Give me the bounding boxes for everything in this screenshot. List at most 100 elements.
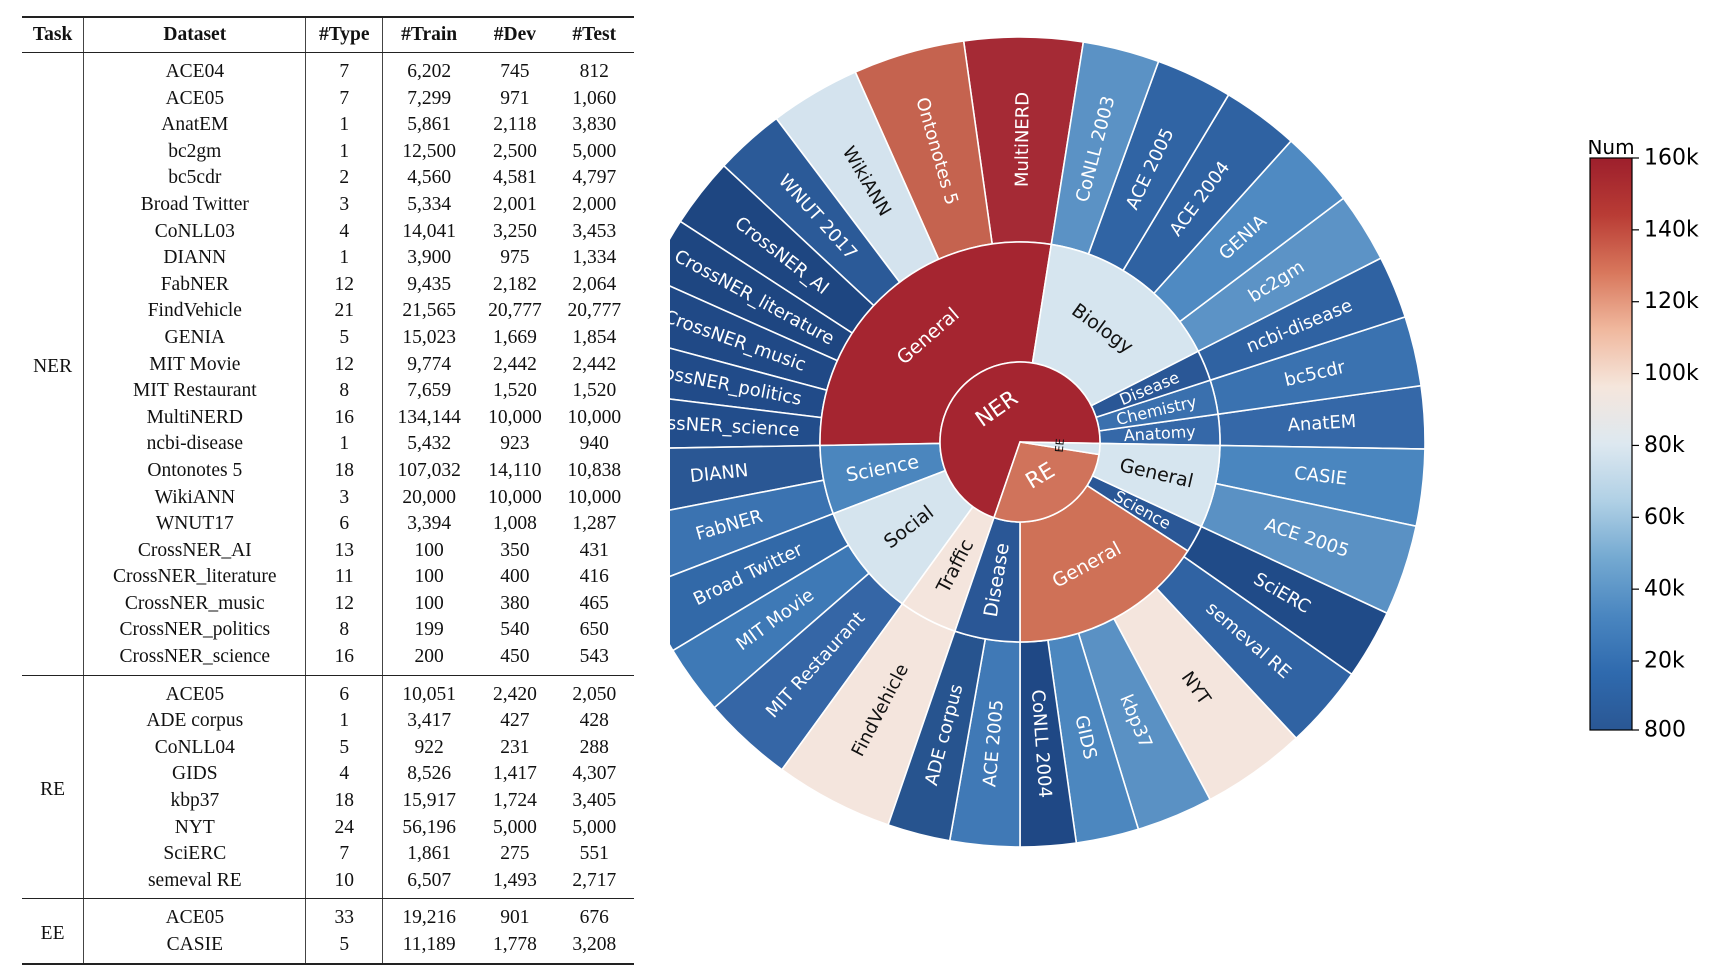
type-cell: 4 bbox=[305, 218, 384, 246]
sunburst-label: MultiNERD bbox=[1012, 92, 1034, 187]
dataset-cell: AnatEM bbox=[83, 112, 307, 139]
sunburst-segment-ner-science[interactable]: Science bbox=[819, 442, 947, 515]
dataset-cell: CrossNER_science bbox=[83, 644, 307, 676]
dev-cell: 10,000 bbox=[488, 406, 542, 428]
dev-cell: 540 bbox=[500, 619, 530, 641]
dev-cell: 400 bbox=[500, 566, 530, 588]
table-row: FindVehicle 21 21,565 20,777 20,777 bbox=[22, 298, 634, 325]
dataset-cell: CASIE bbox=[83, 932, 307, 965]
type-cell: 8 bbox=[305, 378, 384, 405]
type-cell: 3 bbox=[305, 191, 384, 219]
type-cell: 24 bbox=[305, 814, 384, 842]
type-cell: 11 bbox=[305, 564, 384, 591]
type-cell: 18 bbox=[305, 457, 384, 485]
dev-cell: 975 bbox=[500, 247, 530, 269]
dataset-cell: Broad Twitter bbox=[83, 191, 307, 219]
sunburst-segment-findvehicle[interactable]: FindVehicle bbox=[780, 602, 956, 826]
table-row: MultiNERD 16 134,144 10,000 10,000 bbox=[22, 404, 634, 432]
train-cell: 100 bbox=[414, 592, 444, 614]
table-row: WNUT17 6 3,394 1,008 1,287 bbox=[22, 511, 634, 538]
sunburst-wedge[interactable] bbox=[992, 441, 1100, 523]
table-row: CASIE 5 11,189 1,778 3,208 bbox=[22, 932, 634, 965]
table-row: CoNLL04 5 922 231 288 bbox=[22, 734, 634, 762]
sunburst-segment-ner-chemistry[interactable]: Chemistry bbox=[1095, 379, 1219, 432]
dataset-cell: kbp37 bbox=[83, 788, 307, 815]
sunburst-wedge[interactable] bbox=[939, 361, 1101, 519]
table-group-re: RE ACE05 6 10,051 2,420 2,050 ADE corpus 1 3,417… bbox=[22, 675, 634, 900]
dataset-cell: ACE05 bbox=[83, 675, 307, 709]
table-row: NYT 24 56,196 5,000 5,000 bbox=[22, 814, 634, 842]
sunburst-segment-conll-2003[interactable]: CoNLL 2003 bbox=[1050, 41, 1160, 256]
type-cell: 1 bbox=[305, 112, 384, 139]
test-cell: 1,334 bbox=[572, 247, 617, 269]
dev-cell: 1,520 bbox=[492, 380, 537, 402]
train-cell: 9,435 bbox=[407, 273, 452, 295]
sunburst-segment-bc2gm[interactable]: bc2gm bbox=[1178, 197, 1382, 353]
sunburst-segment-re-disease[interactable]: Disease bbox=[953, 516, 1021, 643]
dataset-cell: ACE04 bbox=[83, 52, 307, 86]
table-row: CoNLL03 4 14,041 3,250 3,453 bbox=[22, 218, 634, 246]
table-group-ner: NER ACE04 7 6,202 745 812 ACE05 7 7,299 971 1,060 A… bbox=[22, 52, 634, 676]
table-row: SciERC 7 1,861 275 551 bbox=[22, 841, 634, 868]
type-cell: 4 bbox=[305, 761, 384, 789]
table-row: MIT Restaurant 8 7,659 1,520 1,520 bbox=[22, 378, 634, 405]
test-cell: 2,000 bbox=[572, 193, 617, 215]
train-cell: 7,659 bbox=[407, 380, 452, 402]
train-cell: 100 bbox=[414, 539, 444, 561]
task-cell: RE bbox=[22, 675, 85, 900]
dev-cell: 5,000 bbox=[492, 816, 537, 838]
test-cell: 10,000 bbox=[567, 486, 622, 508]
table-row: DIANN 1 3,900 975 1,334 bbox=[22, 245, 634, 272]
table-row: GIDS 4 8,526 1,417 4,307 bbox=[22, 761, 634, 789]
sunburst-segment-broad-twitter[interactable]: Broad Twitter bbox=[670, 512, 850, 652]
type-cell: 5 bbox=[305, 734, 384, 762]
dev-cell: 901 bbox=[500, 907, 530, 929]
type-cell: 10 bbox=[305, 867, 384, 900]
sunburst-segment-bc5cdr[interactable]: bc5cdr bbox=[1209, 315, 1422, 416]
dev-cell: 427 bbox=[500, 710, 530, 732]
test-cell: 2,064 bbox=[572, 273, 617, 295]
header-task: Task bbox=[22, 16, 85, 53]
header-type: #Type bbox=[305, 16, 384, 53]
sunburst-segment-anatem[interactable]: AnatEM bbox=[1217, 384, 1426, 450]
sunburst-segment-ee[interactable]: EE bbox=[1019, 438, 1101, 456]
dev-cell: 2,001 bbox=[492, 193, 537, 215]
sunburst-segment-scierc[interactable]: SciERC bbox=[1182, 525, 1389, 676]
dataset-cell: semeval RE bbox=[83, 867, 307, 900]
dev-cell: 1,778 bbox=[475, 932, 555, 965]
dev-cell: 1,008 bbox=[492, 513, 537, 535]
type-cell: 7 bbox=[305, 52, 384, 86]
train-cell: 3,417 bbox=[407, 710, 452, 732]
sunburst-segment-ace-2005[interactable]: ACE 2005 bbox=[1087, 60, 1230, 272]
sunburst-segment-fabner[interactable]: FabNER bbox=[670, 479, 835, 587]
type-cell: 12 bbox=[305, 351, 384, 379]
sunburst-segment-gids[interactable]: GIDS bbox=[1046, 632, 1140, 844]
sunburst-segment-re[interactable]: RE bbox=[992, 441, 1100, 523]
sunburst-segment-re-general[interactable]: General bbox=[1019, 484, 1189, 643]
colorbar-tick-label: 120k bbox=[1644, 289, 1699, 314]
sunburst-segment-ner-anatomy[interactable]: Anatomy bbox=[1098, 413, 1221, 447]
dataset-cell: Ontonotes 5 bbox=[83, 457, 307, 485]
sunburst-segment-ner-social[interactable]: Social bbox=[832, 469, 975, 605]
sunburst-segment-crossner-ai[interactable]: CrossNER_AI bbox=[679, 164, 875, 335]
sunburst-segment-ner[interactable]: NER bbox=[939, 361, 1101, 519]
sunburst-segment-wikiann[interactable]: WikiANN bbox=[775, 70, 940, 284]
sunburst-wedge[interactable] bbox=[1019, 441, 1101, 456]
train-cell: 10,051 bbox=[402, 683, 456, 705]
table-row: MIT Movie 12 9,774 2,442 2,442 bbox=[22, 351, 634, 379]
header-row: Task Dataset #Type #Train #Dev #Test bbox=[22, 16, 634, 53]
colorbar-tick-label: 40k bbox=[1644, 577, 1685, 602]
dataset-cell: ACE05 bbox=[83, 85, 307, 113]
table-row: GENIA 5 15,023 1,669 1,854 bbox=[22, 324, 634, 352]
type-cell: 2 bbox=[305, 165, 384, 192]
test-cell: 940 bbox=[579, 433, 609, 455]
test-cell: 1,520 bbox=[572, 380, 617, 402]
colorbar-tick-label: 160k bbox=[1644, 146, 1699, 171]
sunburst-segment-ontonotes-5[interactable]: Ontonotes 5 bbox=[854, 40, 994, 261]
type-cell: 16 bbox=[305, 404, 384, 432]
test-cell: 465 bbox=[579, 592, 609, 614]
type-cell: 33 bbox=[305, 898, 384, 932]
sunburst-segment-ner-biology[interactable]: Biology bbox=[1031, 243, 1200, 407]
test-cell: 10,838 bbox=[567, 459, 622, 481]
table-row: ACE05 7 7,299 971 1,060 bbox=[22, 85, 634, 113]
